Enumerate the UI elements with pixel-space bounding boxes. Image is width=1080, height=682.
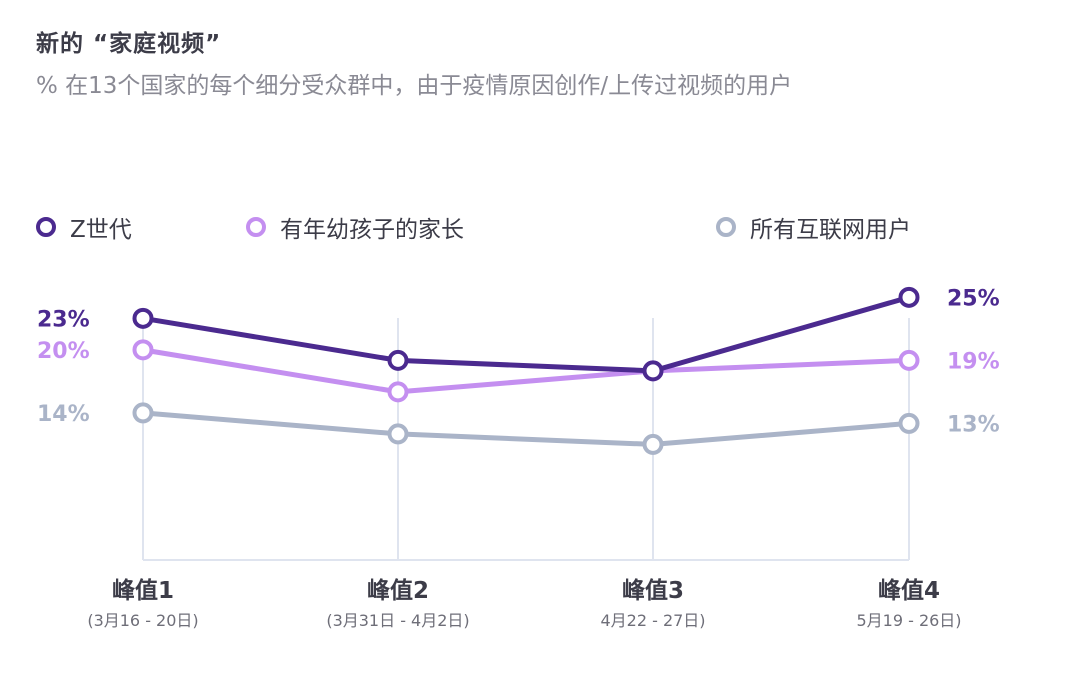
data-label-start: 14% [37,402,90,427]
data-label-end: 19% [947,349,1000,374]
data-point [898,412,920,434]
chart-subtitle: % 在13个国家的每个细分受众群中，由于疫情原因创作/上传过视频的用户 [36,73,793,99]
data-point [387,381,409,403]
legend-item-all-users: 所有互联网用户 [716,212,911,243]
data-point [387,349,409,371]
series-line [140,347,912,395]
data-point [132,402,154,424]
data-point [898,349,920,371]
data-label-start: 20% [37,339,90,364]
data-point [642,360,664,382]
x-tick-label: 峰值3 [622,577,684,604]
x-tick-label: 峰值4 [878,577,940,604]
legend-item-parents: 有年幼孩子的家长 [246,212,464,243]
x-tick-label: 峰值1 [112,577,174,604]
data-point [642,433,664,455]
data-point [132,339,154,361]
data-label-start: 23% [37,307,90,332]
data-label-end: 25% [947,286,1000,311]
x-tick-label: 峰值2 [367,577,429,604]
x-tick-date-label: (3月16 - 20日) [87,611,198,630]
legend-marker-icon [716,217,736,237]
series-line [140,294,912,374]
chart-title: 新的 “家庭视频” [36,31,222,57]
legend-label: 有年幼孩子的家长 [280,217,464,243]
legend-marker-icon [36,217,56,237]
data-point [387,423,409,445]
legend-label: Z世代 [70,217,132,243]
series-line [140,410,912,447]
x-tick-date-label: 4月22 - 27日) [600,611,705,630]
data-label-end: 13% [947,412,1000,437]
data-point [898,286,920,308]
x-tick-date-label: (3月31日 - 4月2日) [326,611,469,630]
data-point [132,307,154,329]
legend-item-gen-z: Z世代 [36,212,132,243]
legend-label: 所有互联网用户 [750,217,911,243]
legend-marker-icon [246,217,266,237]
x-tick-date-label: 5月19 - 26日) [856,611,961,630]
